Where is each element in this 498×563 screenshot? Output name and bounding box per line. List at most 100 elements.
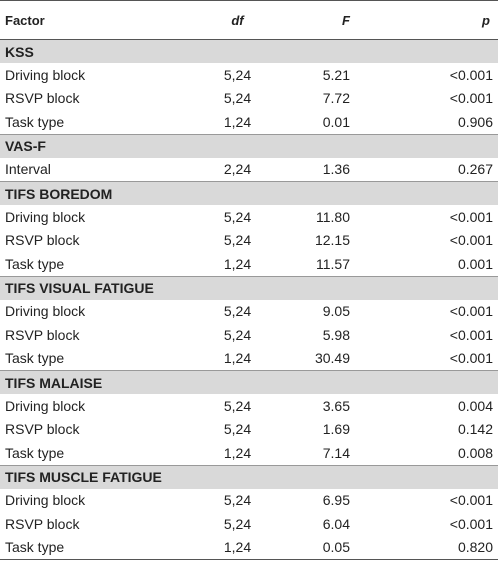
data-row: RSVP block 5,24 6.04 <0.001	[0, 512, 498, 536]
data-row: RSVP block 5,24 5.98 <0.001	[0, 323, 498, 347]
cell: 0.906	[457, 113, 493, 130]
cell: <0.001	[449, 515, 493, 532]
cell: 5,24	[223, 66, 252, 83]
cell: <0.001	[449, 90, 493, 107]
section-title: TIFS MALAISE	[0, 370, 498, 394]
section-title: KSS	[0, 39, 498, 63]
cell: <0.001	[449, 232, 493, 249]
cell: 0.001	[457, 255, 493, 272]
cell: 5,24	[223, 326, 252, 343]
cell: 1,24	[223, 255, 252, 272]
section-row: TIFS MALAISE	[0, 370, 498, 394]
cell: Task type	[5, 255, 65, 272]
header-cell: Factor	[0, 0, 200, 40]
data-row: Task type 1,24 11.57 0.001	[0, 252, 498, 276]
data-row: RSVP block 5,24 7.72 <0.001	[0, 87, 498, 111]
cell: RSVP block	[5, 232, 80, 249]
data-row: Task type 1,24 0.05 0.820	[0, 535, 498, 560]
cell: Driving block	[5, 208, 86, 225]
section-row: TIFS MUSCLE FATIGUE	[0, 464, 498, 489]
cell: <0.001	[449, 350, 493, 367]
cell: 5,24	[223, 232, 252, 249]
cell: 1.69	[322, 421, 350, 438]
table-header: Factor df F p	[0, 0, 498, 40]
cell: 6.04	[322, 515, 350, 532]
cell: 5.98	[322, 326, 350, 343]
cell: RSVP block	[5, 421, 80, 438]
section-title: TIFS MUSCLE FATIGUE	[0, 464, 498, 489]
cell: RSVP block	[5, 326, 80, 343]
cell: 9.05	[322, 303, 350, 320]
data-row: Driving block 5,24 11.80 <0.001	[0, 205, 498, 229]
header-row: Factor df F p	[0, 0, 498, 40]
section-row: TIFS VISUAL FATIGUE	[0, 275, 498, 300]
cell: 1,24	[223, 350, 252, 367]
data-row: Driving block 5,24 5.21 <0.001	[0, 63, 498, 87]
data-row: Task type 1,24 30.49 <0.001	[0, 347, 498, 371]
cell: <0.001	[449, 66, 493, 83]
cell: <0.001	[449, 492, 493, 509]
cell: 6.95	[322, 492, 350, 509]
cell: 0.820	[360, 535, 498, 560]
data-row: Task type 1,24 7.14 0.008	[0, 441, 498, 465]
cell: 1.36	[322, 161, 350, 178]
cell: Driving block	[5, 397, 86, 414]
cell: 1,24	[223, 113, 252, 130]
data-row: Driving block 5,24 9.05 <0.001	[0, 300, 498, 324]
cell: 5,24	[223, 421, 252, 438]
cell: Task type	[5, 113, 65, 130]
cell: Task type	[5, 350, 65, 367]
cell: 30.49	[314, 350, 350, 367]
cell: <0.001	[449, 303, 493, 320]
cell: 5,24	[223, 397, 252, 414]
data-row: Driving block 5,24 3.65 0.004	[0, 394, 498, 418]
cell: 0.008	[457, 444, 493, 461]
cell: Driving block	[5, 492, 86, 509]
cell: RSVP block	[5, 515, 80, 532]
cell: 7.72	[322, 90, 350, 107]
cell: 5,24	[223, 303, 252, 320]
cell: 0.05	[275, 535, 360, 560]
cell: 1,24	[223, 444, 252, 461]
cell: 1,24	[200, 535, 275, 560]
data-row: RSVP block 5,24 12.15 <0.001	[0, 229, 498, 253]
header-cell: p	[360, 0, 498, 40]
data-row: Interval 2,24 1.36 0.267	[0, 158, 498, 182]
header-cell: df	[200, 0, 275, 40]
cell: <0.001	[449, 326, 493, 343]
cell: Driving block	[5, 66, 86, 83]
data-row: RSVP block 5,24 1.69 0.142	[0, 418, 498, 442]
cell: 5,24	[223, 515, 252, 532]
cell: 0.004	[457, 397, 493, 414]
cell: 5,24	[223, 90, 252, 107]
cell: 11.80	[316, 208, 350, 225]
table-body: KSS Driving block 5,24 5.21 <0.001 RSVP block…	[0, 39, 498, 560]
header-cell: F	[275, 0, 360, 40]
cell: 7.14	[322, 444, 350, 461]
cell: 2,24	[223, 161, 252, 178]
cell: 5.21	[322, 66, 350, 83]
cell: Interval	[5, 161, 51, 178]
cell: 12.15	[314, 232, 350, 249]
section-row: KSS	[0, 39, 498, 63]
cell: RSVP block	[5, 90, 80, 107]
data-row: Driving block 5,24 6.95 <0.001	[0, 489, 498, 513]
section-row: TIFS BOREDOM	[0, 181, 498, 205]
cell: <0.001	[449, 208, 493, 225]
data-row: Task type 1,24 0.01 0.906	[0, 110, 498, 134]
cell: 5,24	[223, 208, 252, 225]
cell: Task type	[0, 535, 200, 560]
section-title: TIFS VISUAL FATIGUE	[0, 275, 498, 300]
cell: Driving block	[5, 303, 86, 320]
section-title: TIFS BOREDOM	[0, 181, 498, 205]
cell: 0.142	[457, 421, 493, 438]
section-title: VAS-F	[0, 133, 498, 158]
cell: 5,24	[223, 492, 252, 509]
cell: 11.57	[316, 255, 350, 272]
cell: Task type	[5, 444, 65, 461]
section-row: VAS-F	[0, 133, 498, 158]
cell: 0.01	[322, 113, 350, 130]
cell: 3.65	[322, 397, 350, 414]
